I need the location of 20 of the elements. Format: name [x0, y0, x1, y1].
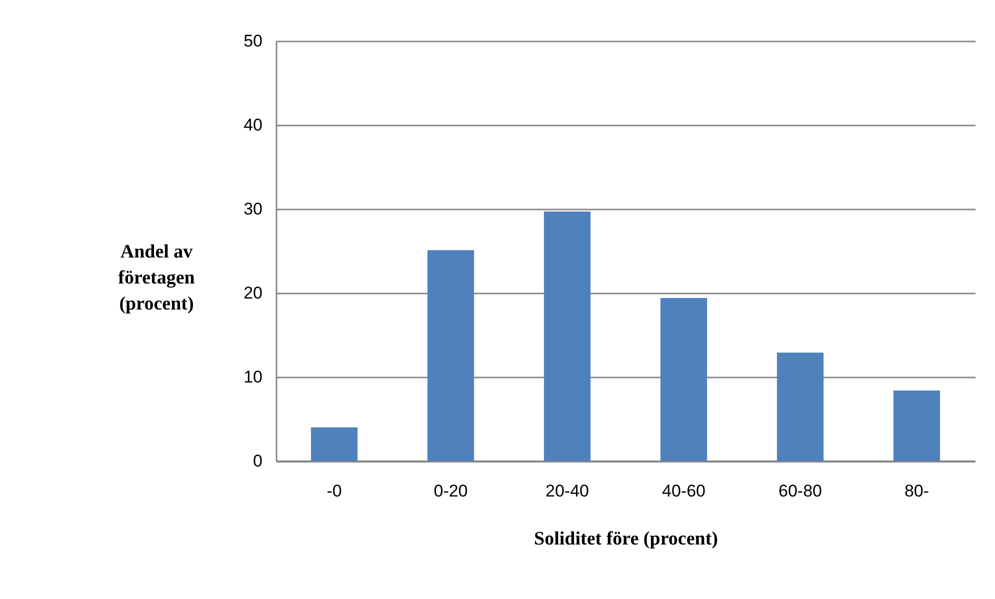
x-tick-label: 80-: [904, 482, 930, 500]
x-axis-title: Soliditet före (procent): [534, 528, 718, 550]
y-tick-label: 50: [244, 32, 262, 50]
x-tick-label: 20-40: [546, 482, 589, 500]
y-tick-label: 40: [244, 116, 262, 134]
bar: [427, 250, 474, 461]
y-tick-label: 30: [244, 200, 262, 218]
x-tick-label: 0-20: [434, 482, 468, 500]
bar: [893, 390, 940, 461]
y-axis-title: Andel av företagen (procent): [118, 242, 196, 314]
bar: [660, 298, 708, 461]
x-tick-label: -0: [326, 482, 342, 500]
bar: [310, 427, 358, 461]
y-tick-label: 10: [244, 368, 262, 386]
x-tick-label: 60-80: [778, 482, 822, 500]
bar: [776, 352, 824, 461]
y-tick-label: 20: [244, 284, 262, 302]
bar: [544, 212, 591, 461]
y-tick-label: 0: [253, 452, 262, 470]
x-tick-label: 40-60: [662, 482, 706, 500]
